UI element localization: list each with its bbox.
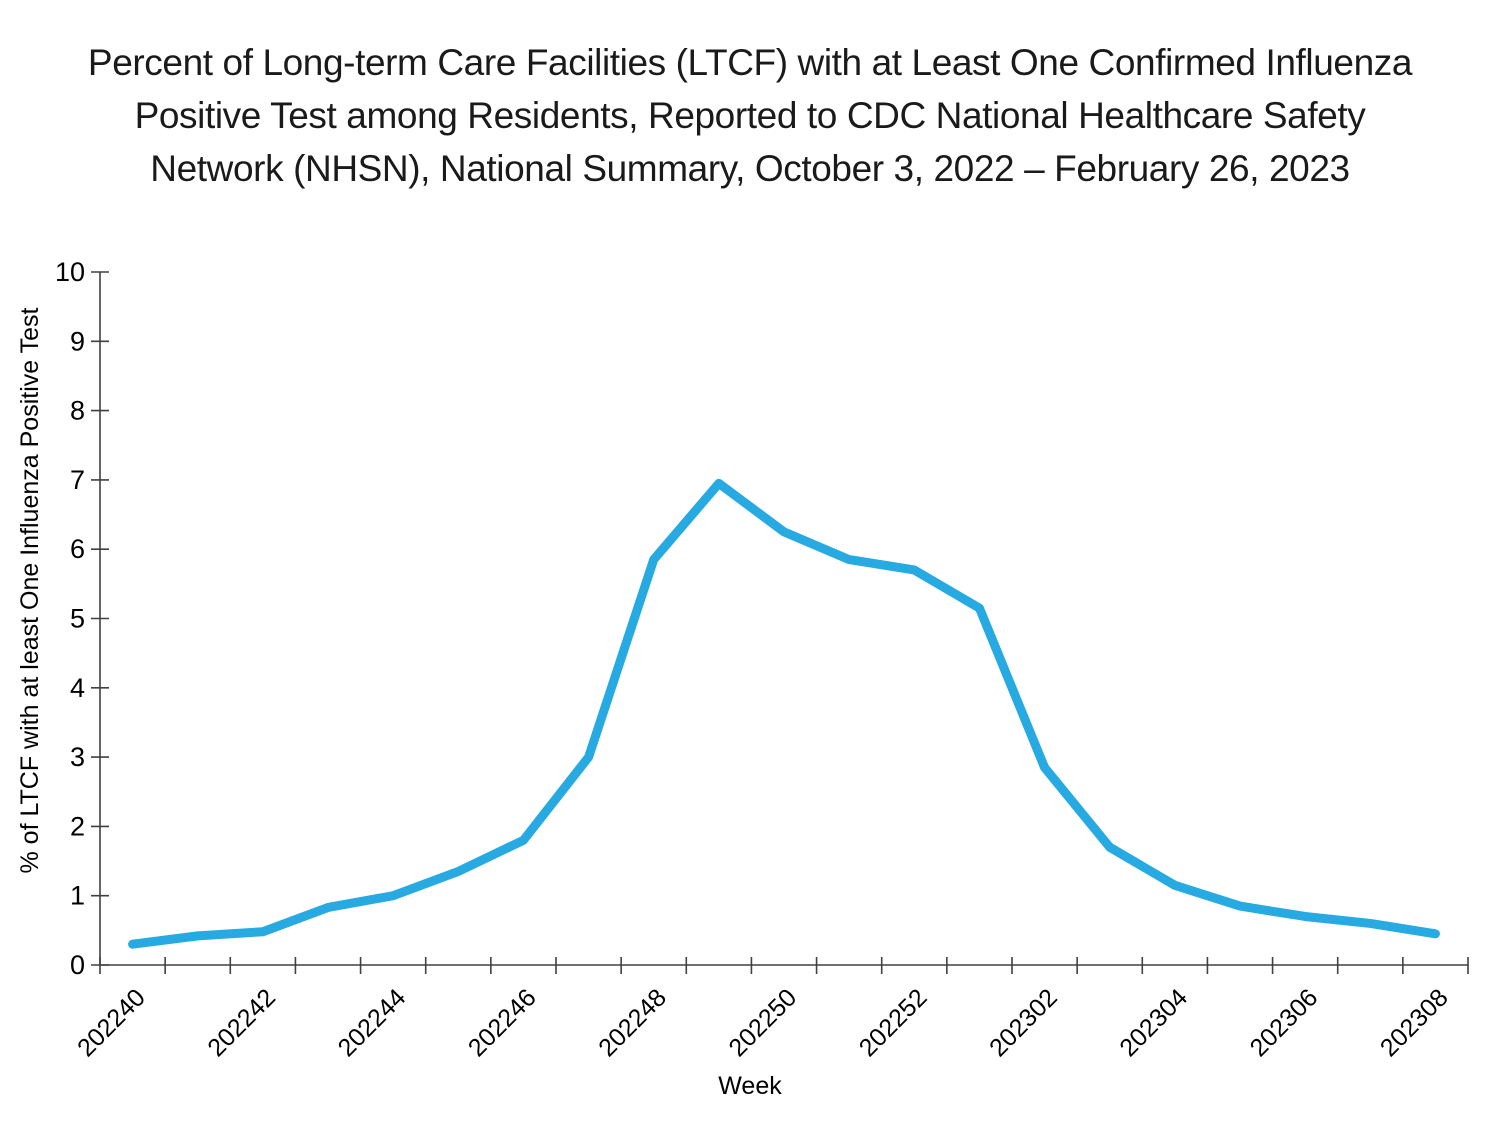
x-tick-label: 202304	[1114, 983, 1193, 1062]
y-tick-label: 4	[70, 673, 85, 703]
x-tick-label: 202246	[463, 983, 542, 1062]
x-tick-label: 202252	[854, 983, 933, 1062]
x-tick-label: 202250	[723, 983, 802, 1062]
chart-title-line-1: Percent of Long-term Care Facilities (LT…	[87, 42, 1413, 83]
y-tick-label: 10	[55, 257, 85, 287]
x-tick-label: 202306	[1245, 983, 1324, 1062]
x-tick-label: 202308	[1375, 983, 1454, 1062]
y-tick-label: 9	[70, 326, 85, 356]
x-tick-label: 202244	[333, 983, 412, 1062]
y-tick-label: 6	[70, 534, 85, 564]
chart-title-line-3: Network (NHSN), National Summary, Octobe…	[150, 148, 1350, 189]
x-tick-label: 202242	[202, 983, 281, 1062]
chart-title: Percent of Long-term Care Facilities (LT…	[0, 36, 1500, 195]
y-tick-label: 3	[70, 742, 85, 772]
x-tick-label: 202248	[593, 983, 672, 1062]
y-tick-label: 7	[70, 465, 85, 495]
y-tick-label: 1	[70, 881, 85, 911]
influenza-trend-line	[128, 478, 1440, 949]
x-tick-label: 202302	[984, 983, 1063, 1062]
x-axis-title: Week	[718, 1072, 782, 1100]
x-tick-label: 202240	[72, 983, 151, 1062]
y-tick-label: 8	[70, 396, 85, 426]
chart-title-line-2: Positive Test among Residents, Reported …	[134, 95, 1366, 136]
y-tick-label: 5	[70, 604, 85, 634]
y-axis-title: % of LTCF with at least One Influenza Po…	[16, 307, 44, 873]
y-tick-label: 0	[70, 950, 85, 980]
y-tick-label: 2	[70, 811, 85, 841]
